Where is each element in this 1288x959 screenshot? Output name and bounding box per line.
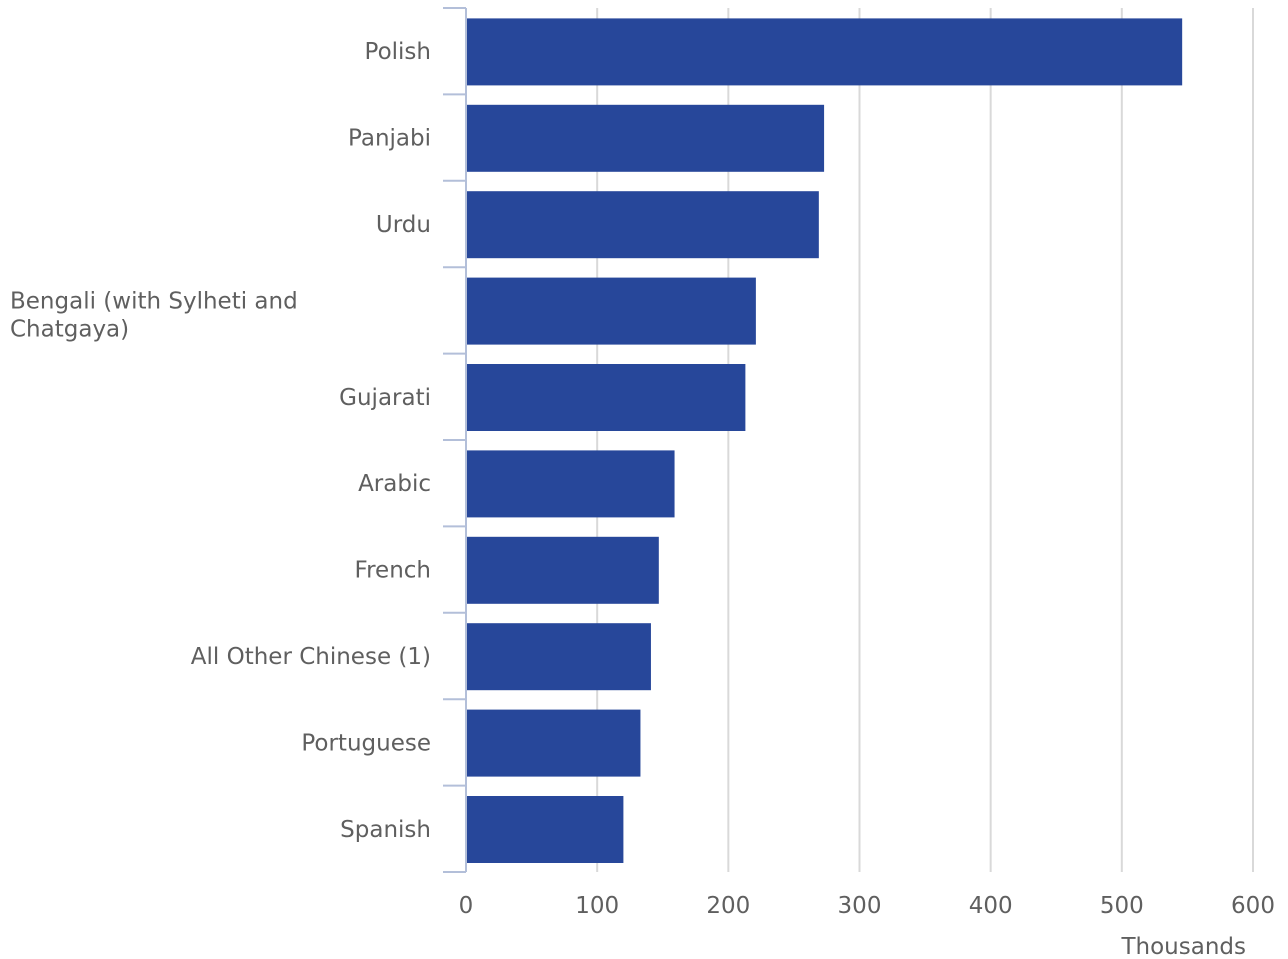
bar-9 — [466, 796, 624, 863]
category-label-0: Polish — [365, 39, 431, 65]
category-label-3: Bengali (with Sylheti and Chatgaya) — [10, 288, 298, 342]
category-label-5: Arabic — [358, 471, 431, 497]
bar-1 — [466, 104, 825, 172]
category-label-9: Spanish — [340, 817, 431, 843]
y-axis — [443, 7, 467, 873]
category-label-1: Panjabi — [348, 126, 431, 152]
x-tick-labels: 0 100 200 300 400 500 600 — [459, 893, 1275, 919]
x-tick-label-100: 100 — [575, 893, 619, 919]
x-tick-label-400: 400 — [969, 893, 1013, 919]
x-tick-label-600: 600 — [1231, 893, 1275, 919]
bar-6 — [466, 536, 659, 604]
x-tick-label-200: 200 — [706, 893, 750, 919]
bar-8 — [466, 709, 641, 777]
bar-3 — [466, 277, 756, 345]
category-label-6: French — [355, 558, 431, 584]
category-labels: Polish Panjabi Urdu Bengali (with Sylheti a… — [10, 39, 431, 843]
x-tick-label-0: 0 — [459, 893, 474, 919]
x-tick-label-300: 300 — [838, 893, 882, 919]
category-label-4: Gujarati — [339, 385, 431, 411]
bar-7 — [466, 623, 651, 691]
category-label-2: Urdu — [376, 212, 431, 238]
category-label-7: All Other Chinese (1) — [191, 644, 431, 670]
bar-5 — [466, 450, 675, 518]
bars — [466, 18, 1183, 863]
bar-4 — [466, 364, 746, 431]
x-tick-label-500: 500 — [1100, 893, 1144, 919]
x-axis-label: Thousands — [1120, 934, 1246, 959]
bar-0 — [466, 18, 1183, 86]
category-label-8: Portuguese — [301, 730, 431, 756]
bar-2 — [466, 191, 819, 259]
